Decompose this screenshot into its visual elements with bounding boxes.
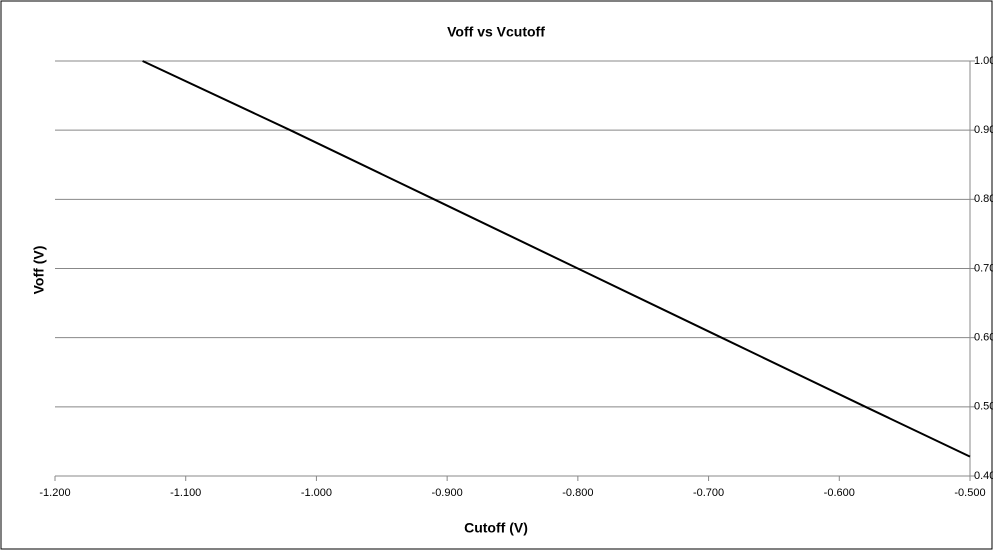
x-tick-label: -0.900 [432, 487, 463, 499]
y-tick-label: 0.800 [974, 193, 993, 205]
data-line [142, 60, 971, 458]
x-tick-label: -1.200 [39, 487, 70, 499]
y-tick-label: 0.400 [974, 470, 993, 482]
x-tick-label: -0.800 [562, 487, 593, 499]
x-axis-title: Cutoff (V) [464, 520, 528, 536]
y-tick-label: 0.600 [974, 332, 993, 344]
y-tick-label: 0.900 [974, 124, 993, 136]
y-tick-label: 1.000 [974, 55, 993, 67]
x-tick-label: -0.500 [954, 487, 985, 499]
x-tick-label: -1.000 [301, 487, 332, 499]
x-tick-label: -0.600 [824, 487, 855, 499]
chart-title: Voff vs Vcutoff [447, 24, 545, 40]
y-tick-label: 0.700 [974, 262, 993, 274]
x-tick-label: -1.100 [170, 487, 201, 499]
x-tick-label: -0.700 [693, 487, 724, 499]
y-axis-title: Voff (V) [31, 246, 47, 295]
y-tick-label: 0.500 [974, 401, 993, 413]
